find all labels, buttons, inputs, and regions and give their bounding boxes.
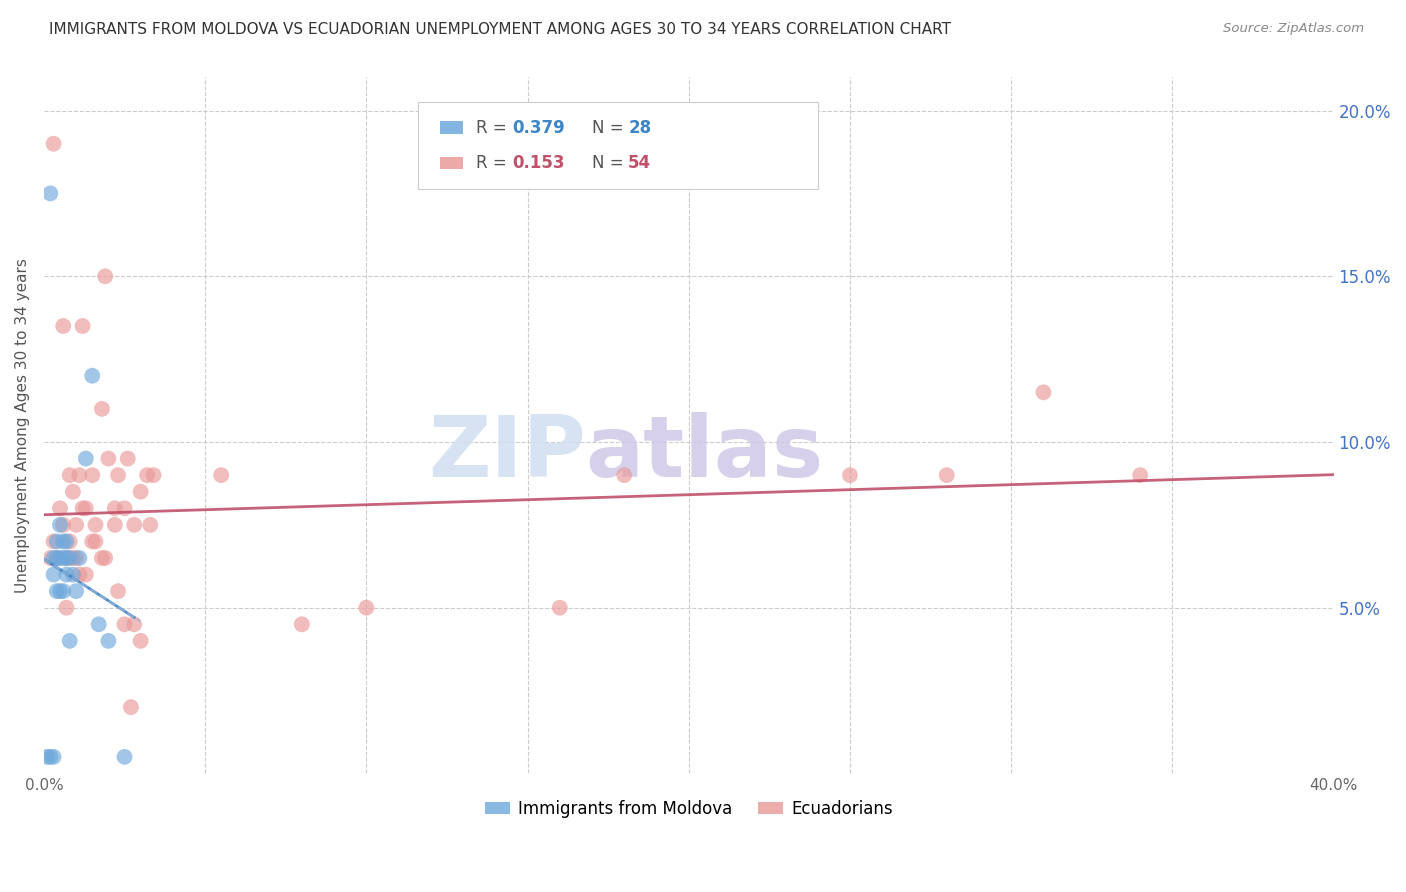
Text: ZIP: ZIP bbox=[427, 412, 585, 495]
Text: 0.379: 0.379 bbox=[512, 119, 565, 136]
Point bbox=[49, 584, 72, 599]
Point bbox=[52, 534, 75, 549]
Point bbox=[42, 551, 65, 566]
Y-axis label: Unemployment Among Ages 30 to 34 years: Unemployment Among Ages 30 to 34 years bbox=[15, 258, 30, 593]
Point bbox=[52, 551, 75, 566]
Point bbox=[97, 451, 120, 466]
Point bbox=[39, 186, 62, 201]
Point bbox=[55, 534, 77, 549]
Point bbox=[90, 551, 112, 566]
Point bbox=[39, 551, 62, 566]
Point bbox=[114, 617, 136, 632]
Point bbox=[1032, 385, 1054, 400]
Text: N =: N = bbox=[592, 119, 628, 136]
Point bbox=[49, 551, 72, 566]
Point bbox=[356, 600, 378, 615]
Point bbox=[117, 451, 139, 466]
Point bbox=[72, 318, 94, 333]
Point bbox=[84, 534, 107, 549]
FancyBboxPatch shape bbox=[418, 102, 818, 189]
Point bbox=[82, 368, 104, 383]
Point bbox=[122, 617, 145, 632]
Point bbox=[62, 567, 84, 582]
Point bbox=[129, 484, 152, 499]
Point bbox=[67, 551, 90, 566]
Text: N =: N = bbox=[592, 154, 628, 172]
Point bbox=[75, 451, 97, 466]
Point bbox=[59, 468, 82, 483]
Point bbox=[67, 468, 90, 483]
Text: 54: 54 bbox=[628, 154, 651, 172]
Point bbox=[136, 468, 159, 483]
Point bbox=[45, 534, 67, 549]
Point bbox=[935, 468, 957, 483]
Point bbox=[72, 501, 94, 516]
Point bbox=[209, 468, 232, 483]
Point bbox=[67, 567, 90, 582]
Point bbox=[104, 501, 127, 516]
FancyBboxPatch shape bbox=[440, 121, 463, 134]
Point bbox=[42, 136, 65, 151]
Point bbox=[55, 551, 77, 566]
Point bbox=[94, 269, 117, 284]
Point bbox=[104, 517, 127, 532]
Point bbox=[114, 749, 136, 764]
Point bbox=[1129, 468, 1152, 483]
Point bbox=[129, 633, 152, 648]
Point bbox=[548, 600, 571, 615]
Point bbox=[59, 633, 82, 648]
Point bbox=[42, 749, 65, 764]
Point bbox=[42, 567, 65, 582]
Point bbox=[65, 584, 87, 599]
Point bbox=[114, 501, 136, 516]
Point bbox=[84, 517, 107, 532]
Legend: Immigrants from Moldova, Ecuadorians: Immigrants from Moldova, Ecuadorians bbox=[478, 793, 900, 824]
Point bbox=[122, 517, 145, 532]
Point bbox=[59, 551, 82, 566]
Point bbox=[37, 749, 59, 764]
Point bbox=[45, 551, 67, 566]
Point bbox=[613, 468, 636, 483]
Point bbox=[120, 700, 142, 714]
Point bbox=[142, 468, 165, 483]
Point bbox=[90, 401, 112, 416]
Point bbox=[55, 567, 77, 582]
Point bbox=[62, 551, 84, 566]
Point bbox=[65, 551, 87, 566]
Point bbox=[55, 600, 77, 615]
Text: IMMIGRANTS FROM MOLDOVA VS ECUADORIAN UNEMPLOYMENT AMONG AGES 30 TO 34 YEARS COR: IMMIGRANTS FROM MOLDOVA VS ECUADORIAN UN… bbox=[49, 22, 952, 37]
Text: 0.153: 0.153 bbox=[512, 154, 565, 172]
Point bbox=[107, 468, 129, 483]
Point bbox=[107, 584, 129, 599]
Point bbox=[75, 501, 97, 516]
Point bbox=[87, 617, 110, 632]
Point bbox=[75, 567, 97, 582]
Point bbox=[839, 468, 862, 483]
Point bbox=[45, 584, 67, 599]
Text: atlas: atlas bbox=[585, 412, 824, 495]
Point bbox=[291, 617, 314, 632]
Point bbox=[82, 468, 104, 483]
Text: R =: R = bbox=[477, 119, 512, 136]
Text: Source: ZipAtlas.com: Source: ZipAtlas.com bbox=[1223, 22, 1364, 36]
Point bbox=[42, 534, 65, 549]
Point bbox=[139, 517, 162, 532]
FancyBboxPatch shape bbox=[440, 157, 463, 169]
Point bbox=[65, 517, 87, 532]
Point bbox=[82, 534, 104, 549]
Point bbox=[52, 584, 75, 599]
Point bbox=[49, 501, 72, 516]
Point bbox=[62, 484, 84, 499]
Text: 28: 28 bbox=[628, 119, 651, 136]
Point bbox=[52, 517, 75, 532]
Point bbox=[49, 517, 72, 532]
Point bbox=[39, 749, 62, 764]
Point bbox=[55, 551, 77, 566]
Point bbox=[97, 633, 120, 648]
Point bbox=[45, 551, 67, 566]
Point bbox=[94, 551, 117, 566]
Point bbox=[59, 534, 82, 549]
Text: R =: R = bbox=[477, 154, 512, 172]
Point bbox=[52, 318, 75, 333]
